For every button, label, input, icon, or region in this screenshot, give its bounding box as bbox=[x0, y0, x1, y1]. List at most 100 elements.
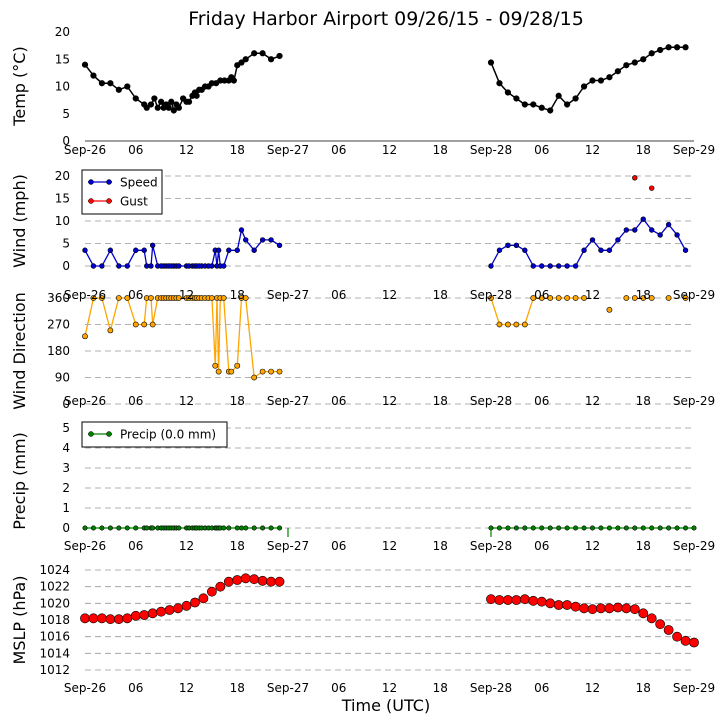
data-point bbox=[148, 263, 154, 269]
data-point bbox=[539, 525, 545, 531]
data-point bbox=[238, 525, 244, 531]
x-tick-label: Sep-26 bbox=[64, 143, 106, 157]
series-line bbox=[84, 52, 280, 113]
x-tick-label: 06 bbox=[331, 143, 346, 157]
data-point bbox=[665, 295, 672, 301]
x-tick-label: Sep-29 bbox=[673, 288, 715, 302]
data-point bbox=[682, 295, 689, 301]
data-point bbox=[122, 613, 133, 624]
data-point bbox=[113, 614, 124, 625]
data-point bbox=[223, 576, 234, 587]
data-point bbox=[547, 525, 553, 531]
y-tick-label: 5 bbox=[62, 237, 70, 251]
data-point bbox=[564, 263, 570, 269]
data-point bbox=[226, 525, 232, 531]
data-point bbox=[242, 56, 249, 63]
x-tick-label: 12 bbox=[382, 681, 397, 695]
data-point bbox=[133, 525, 139, 531]
y-tick-label: 5 bbox=[62, 107, 70, 121]
data-point bbox=[513, 321, 520, 328]
y-tick-label: 1020 bbox=[39, 596, 70, 610]
x-tick-label: 18 bbox=[433, 681, 448, 695]
data-point bbox=[673, 44, 681, 51]
data-point bbox=[176, 525, 182, 531]
data-point bbox=[504, 89, 512, 96]
data-point bbox=[268, 237, 274, 243]
x-tick-label: Sep-26 bbox=[64, 539, 106, 553]
data-point bbox=[580, 83, 588, 90]
data-point bbox=[674, 232, 680, 238]
data-point bbox=[589, 237, 596, 243]
data-point bbox=[522, 247, 528, 253]
x-tick-label: 18 bbox=[636, 143, 651, 157]
data-point bbox=[640, 295, 647, 301]
data-point bbox=[629, 604, 640, 615]
data-point bbox=[234, 247, 240, 253]
series-line bbox=[84, 227, 280, 267]
x-tick-label: 06 bbox=[534, 288, 549, 302]
x-tick-label: 12 bbox=[179, 394, 194, 408]
data-point bbox=[156, 606, 167, 617]
data-point bbox=[496, 80, 503, 87]
data-point bbox=[175, 104, 182, 111]
data-point bbox=[649, 227, 655, 233]
x-tick-label: 12 bbox=[179, 288, 194, 302]
data-point bbox=[170, 107, 177, 114]
data-point bbox=[193, 92, 200, 99]
x-tick-label: 18 bbox=[433, 394, 448, 408]
x-tick-label: Sep-26 bbox=[64, 288, 106, 302]
data-point bbox=[547, 107, 554, 114]
data-point bbox=[555, 263, 562, 269]
data-point bbox=[173, 603, 183, 614]
y-tick-label: 1022 bbox=[39, 580, 70, 594]
data-point bbox=[208, 295, 215, 301]
data-point bbox=[150, 525, 156, 531]
x-tick-label: 12 bbox=[585, 539, 600, 553]
x-tick-label: 06 bbox=[128, 539, 143, 553]
data-point bbox=[274, 576, 285, 587]
data-point bbox=[547, 263, 553, 269]
data-point bbox=[230, 77, 237, 84]
data-point bbox=[97, 613, 107, 624]
data-point bbox=[683, 525, 689, 531]
y-tick-label: 360 bbox=[47, 291, 70, 305]
data-point bbox=[268, 525, 274, 531]
data-point bbox=[154, 104, 161, 111]
data-point bbox=[598, 525, 604, 531]
data-point bbox=[615, 237, 621, 243]
data-point bbox=[147, 101, 155, 108]
x-tick-label: 12 bbox=[382, 143, 397, 157]
data-point bbox=[267, 56, 275, 63]
x-tick-label: 06 bbox=[534, 143, 549, 157]
data-point bbox=[564, 525, 570, 531]
data-point bbox=[130, 610, 141, 621]
data-point bbox=[530, 263, 536, 269]
y-tick-label: 270 bbox=[47, 318, 70, 332]
data-point bbox=[115, 295, 122, 301]
data-point bbox=[649, 185, 655, 191]
x-axis-label: Time (UTC) bbox=[341, 696, 430, 715]
y-tick-label: 20 bbox=[55, 25, 70, 39]
x-tick-label: 06 bbox=[128, 143, 143, 157]
data-point bbox=[259, 368, 266, 375]
data-point bbox=[158, 98, 165, 105]
data-point bbox=[107, 247, 114, 253]
data-point bbox=[190, 597, 200, 608]
x-tick-label: 18 bbox=[636, 681, 651, 695]
x-tick-label: 12 bbox=[179, 143, 194, 157]
data-point bbox=[505, 525, 511, 531]
data-point bbox=[657, 525, 663, 531]
data-point bbox=[151, 95, 158, 102]
data-point bbox=[521, 101, 528, 108]
data-point bbox=[538, 295, 545, 301]
data-point bbox=[165, 104, 172, 111]
data-point bbox=[538, 104, 545, 111]
y-tick-label: 10 bbox=[55, 80, 70, 94]
data-point bbox=[539, 263, 545, 269]
data-point bbox=[99, 295, 105, 301]
y-tick-label: 180 bbox=[47, 344, 70, 358]
data-point bbox=[632, 525, 638, 531]
x-tick-label: Sep-27 bbox=[267, 288, 309, 302]
data-point bbox=[251, 374, 258, 381]
data-point bbox=[691, 525, 697, 531]
